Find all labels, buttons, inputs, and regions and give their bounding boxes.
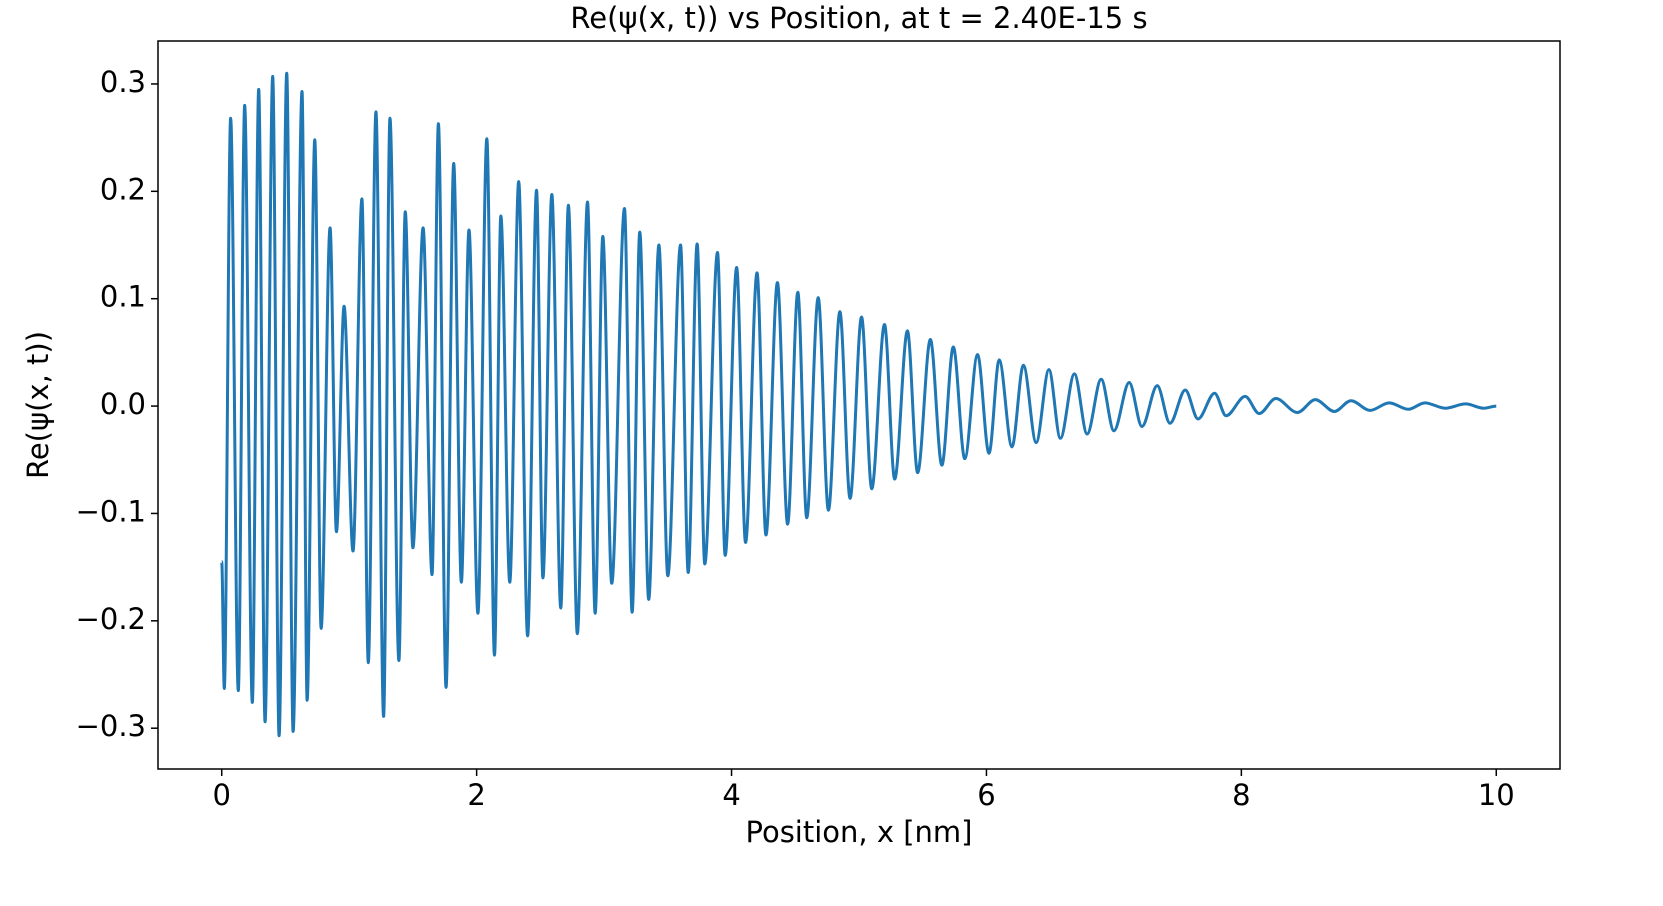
chart-title: Re(ψ(x, t)) vs Position, at t = 2.40E-15…	[570, 1, 1147, 35]
x-axis-label: Position, x [nm]	[746, 815, 973, 849]
line-series	[220, 71, 1497, 738]
x-tick-label: 8	[1232, 778, 1250, 812]
plot-frame	[157, 40, 1561, 770]
x-tick-label: 4	[722, 778, 740, 812]
y-tick-label: −0.3	[76, 709, 146, 743]
y-tick-label: 0.0	[100, 387, 146, 421]
x-tick-label: 10	[1478, 778, 1515, 812]
y-axis-label: Re(ψ(x, t))	[21, 331, 55, 479]
x-tick-label: 0	[213, 778, 231, 812]
y-tick-label: −0.1	[76, 494, 146, 528]
y-tick-label: 0.3	[100, 65, 146, 99]
y-tick-label: 0.1	[100, 280, 146, 314]
y-tick-label: −0.2	[76, 602, 146, 636]
x-tick-label: 2	[467, 778, 485, 812]
x-tick-label: 6	[977, 778, 995, 812]
y-tick-label: 0.2	[100, 172, 146, 206]
